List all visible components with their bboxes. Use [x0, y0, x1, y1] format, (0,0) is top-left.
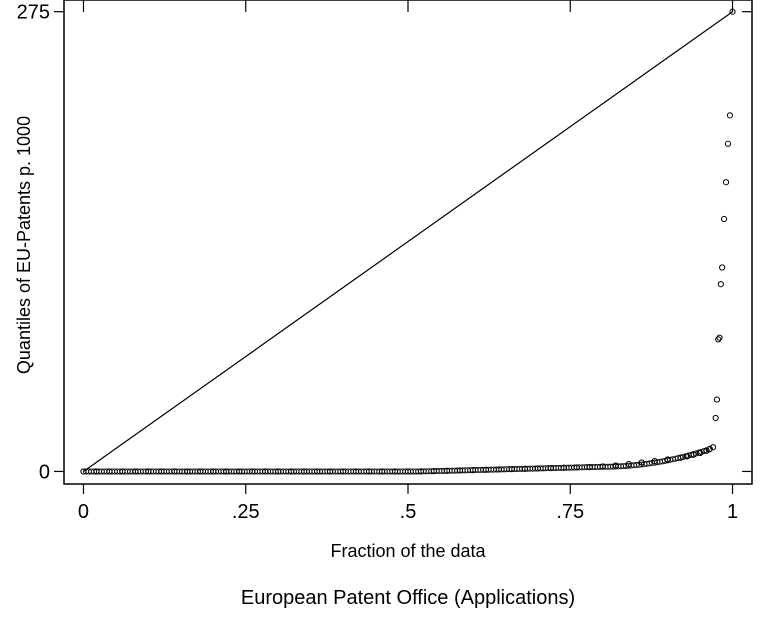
- x-tick-label: 1: [727, 501, 738, 523]
- reference-line: [83, 11, 733, 472]
- data-point: [713, 396, 721, 403]
- data-point-dense: [693, 450, 700, 457]
- y-tick-label: 275: [17, 2, 50, 24]
- chart-note: European Patent Office (Applications): [241, 587, 575, 609]
- data-point-dense: [703, 447, 710, 454]
- data-point: [715, 336, 722, 343]
- data-point: [706, 445, 713, 452]
- y-axis-title: Quantiles of EU-Patents p. 1000: [14, 116, 34, 374]
- data-point-dense: [695, 449, 702, 456]
- data-point: [716, 334, 723, 341]
- data-point: [717, 281, 724, 288]
- data-point-dense: [706, 446, 713, 453]
- data-point: [726, 112, 734, 119]
- data-point: [719, 264, 726, 271]
- y-tick-label: 0: [39, 461, 50, 483]
- data-points-layer: [80, 8, 736, 475]
- x-tick-label: 0: [78, 501, 89, 523]
- x-tick-label: .25: [232, 501, 260, 523]
- reference-line-layer: [83, 11, 733, 472]
- data-point-dense: [698, 448, 705, 455]
- x-tick-label: .5: [400, 501, 417, 523]
- x-tick-label: .75: [556, 501, 584, 523]
- x-axis-title: Fraction of the data: [330, 541, 486, 561]
- y-axis: 0 275: [17, 2, 752, 483]
- data-point: [712, 414, 719, 422]
- x-axis: 0 .25 .5 .75 1: [78, 0, 738, 523]
- data-point: [720, 215, 728, 223]
- data-point: [724, 140, 732, 147]
- data-point: [722, 179, 730, 186]
- data-point-dense: [700, 448, 707, 455]
